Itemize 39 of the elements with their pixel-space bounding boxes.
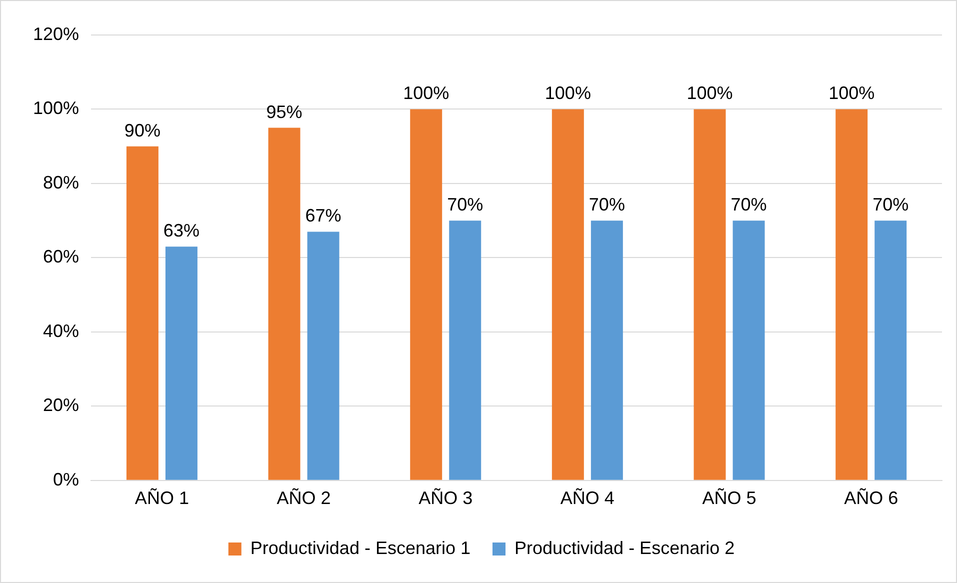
bar <box>590 220 623 480</box>
bar <box>165 246 198 480</box>
data-label: 70% <box>447 194 484 215</box>
bar <box>268 128 300 480</box>
y-tick-label: 40% <box>43 320 80 341</box>
bar <box>449 220 482 480</box>
bar <box>836 109 868 480</box>
y-tick-label: 120% <box>32 24 80 44</box>
data-label: 100% <box>686 83 733 104</box>
data-label: 70% <box>588 194 625 215</box>
y-tick-label: 0% <box>53 469 80 490</box>
x-tick-label: AÑO 3 <box>418 488 473 508</box>
bar <box>694 109 726 480</box>
data-label: 90% <box>124 120 160 140</box>
x-tick-label: AÑO 1 <box>134 488 189 508</box>
data-label: 70% <box>730 194 767 215</box>
bar <box>874 220 907 480</box>
y-tick-label: 100% <box>32 98 80 118</box>
data-label: 63% <box>163 220 200 241</box>
bar <box>552 109 584 480</box>
data-label: 100% <box>544 83 591 104</box>
bar <box>307 232 340 480</box>
x-tick-label: AÑO 4 <box>560 488 614 508</box>
y-tick-label: 60% <box>43 246 80 267</box>
x-tick-label: AÑO 5 <box>702 488 756 508</box>
x-tick-label: AÑO 2 <box>276 488 331 508</box>
data-label: 95% <box>266 102 302 122</box>
data-label: 100% <box>828 83 875 104</box>
bar <box>732 220 765 480</box>
y-tick-label: 20% <box>43 395 80 416</box>
legend-label: Productividad - Escenario 2 <box>514 538 735 558</box>
legend-label: Productividad - Escenario 1 <box>250 538 471 558</box>
data-label: 100% <box>403 83 450 104</box>
bar <box>410 109 442 480</box>
data-label: 67% <box>305 206 342 226</box>
x-tick-label: AÑO 6 <box>844 488 898 508</box>
bar <box>126 146 158 480</box>
data-label: 70% <box>872 194 909 215</box>
y-tick-label: 80% <box>43 172 80 192</box>
